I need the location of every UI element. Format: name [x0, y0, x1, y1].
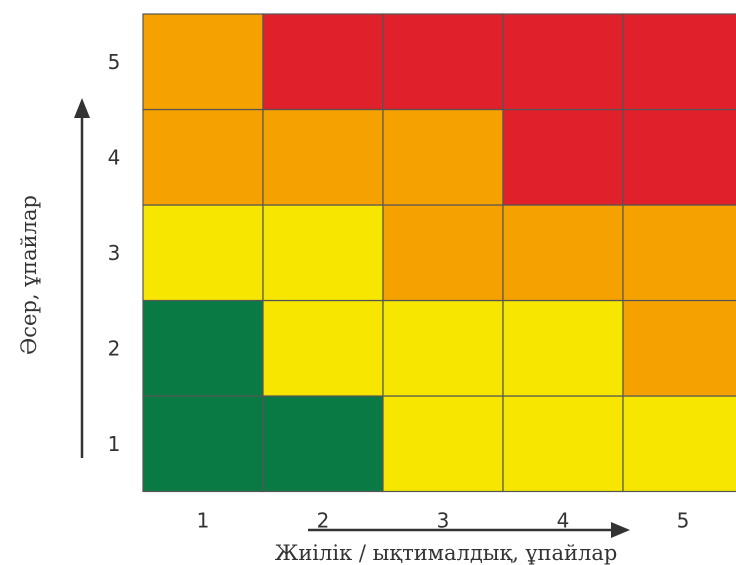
- cell-x2-y3: [262, 204, 384, 302]
- cell-x2-y4: [262, 108, 384, 206]
- y-tick-label: 3: [108, 241, 121, 265]
- cell-x4-y3: [502, 204, 624, 302]
- y-tick-labels: 1 2 3 4 5: [108, 50, 121, 456]
- cell-x3-y5: [382, 13, 504, 111]
- y-tick-label: 1: [108, 432, 121, 456]
- x-tick-label: 2: [317, 509, 330, 533]
- cell-x1-y4: [142, 108, 264, 206]
- cell-x1-y5: [142, 13, 264, 111]
- cell-x4-y2: [502, 299, 624, 397]
- cell-x1-y2: [142, 299, 264, 397]
- heatmap-cells: [142, 13, 736, 493]
- y-tick-label: 5: [108, 50, 121, 74]
- y-tick-label: 2: [108, 336, 121, 360]
- cell-x3-y1: [382, 395, 504, 493]
- x-tick-label: 4: [557, 509, 570, 533]
- cell-x3-y3: [382, 204, 504, 302]
- cell-x1-y1: [142, 395, 264, 493]
- cell-x5-y4: [622, 108, 736, 206]
- cell-x5-y3: [622, 204, 736, 302]
- cell-x4-y5: [502, 13, 624, 111]
- cell-x2-y2: [262, 299, 384, 397]
- x-tick-label: 5: [677, 509, 690, 533]
- cell-x2-y1: [262, 395, 384, 493]
- x-axis-label: Жиілік / ықтималдық, ұпайлар: [275, 541, 618, 565]
- cell-x4-y4: [502, 108, 624, 206]
- x-tick-label: 3: [437, 509, 450, 533]
- cell-x1-y3: [142, 204, 264, 302]
- cell-x3-y4: [382, 108, 504, 206]
- x-tick-label: 1: [197, 509, 210, 533]
- cell-x4-y1: [502, 395, 624, 493]
- x-tick-labels: 1 2 3 4 5: [197, 509, 690, 533]
- y-axis-arrow-head: [74, 98, 90, 118]
- x-axis-arrow-head: [611, 522, 630, 538]
- cell-x5-y2: [622, 299, 736, 397]
- cell-x5-y5: [622, 13, 736, 111]
- cell-x2-y5: [262, 13, 384, 111]
- cell-x5-y1: [622, 395, 736, 493]
- y-axis-label: Әсер, ұпайлар: [17, 195, 41, 355]
- cell-x3-y2: [382, 299, 504, 397]
- y-tick-label: 4: [108, 145, 121, 169]
